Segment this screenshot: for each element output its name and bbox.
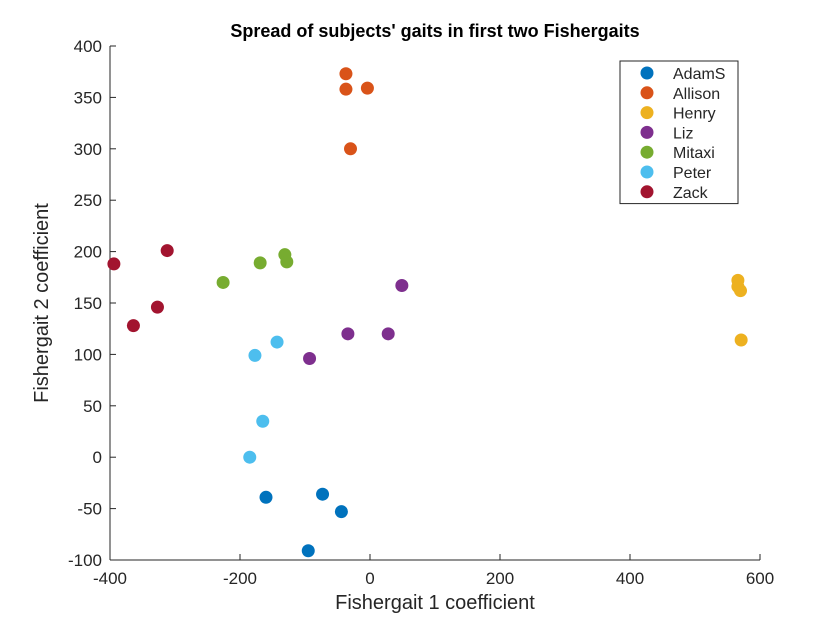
legend-marker	[640, 185, 654, 199]
data-point	[270, 335, 284, 349]
legend-marker	[640, 145, 654, 159]
data-point	[339, 82, 353, 96]
x-tick-label: 400	[616, 569, 644, 588]
data-point	[334, 505, 348, 519]
data-point	[259, 490, 273, 504]
y-tick-label: -100	[68, 551, 102, 570]
plot-area: -400 -200 0 200 400 600 -100 -50 0 50 100 150 200 250…	[68, 37, 774, 588]
data-point	[126, 319, 140, 333]
legend-label: Mitaxi	[673, 145, 715, 162]
legend-label: Zack	[673, 185, 709, 202]
data-point	[253, 256, 267, 270]
legend-label: Liz	[673, 125, 693, 142]
legend-label: Henry	[673, 106, 716, 123]
y-tick-label: 0	[93, 448, 102, 467]
y-tick-label: 350	[74, 88, 102, 107]
legend-marker	[640, 125, 654, 139]
legend-marker	[640, 86, 654, 100]
y-axis-label: Fishergait 2 coefficient	[31, 203, 53, 403]
x-tick-label: 0	[365, 569, 374, 588]
data-point	[107, 257, 121, 271]
legend-marker	[640, 165, 654, 179]
legend-marker	[640, 66, 654, 80]
data-point	[395, 279, 409, 293]
data-point	[341, 327, 355, 341]
data-point	[316, 487, 330, 501]
data-point	[344, 142, 357, 156]
y-tick-label: 100	[74, 345, 102, 364]
data-point	[301, 544, 315, 558]
legend-label: AdamS	[673, 66, 725, 83]
legend-label: Peter	[673, 165, 712, 182]
data-point	[248, 348, 262, 362]
data-point	[360, 81, 374, 95]
x-tick-label: 200	[486, 569, 514, 588]
legend-label: Allison	[673, 86, 720, 103]
x-tick-label: 600	[746, 569, 774, 588]
legend: AdamS Allison Henry Liz Mitaxi Peter Zack	[619, 60, 739, 205]
data-point	[303, 352, 317, 366]
data-point	[256, 414, 270, 428]
data-point	[150, 300, 164, 314]
chart-title: Spread of subjects' gaits in first two F…	[230, 21, 639, 41]
y-tick-label: -50	[77, 500, 102, 519]
x-tick-label: -400	[93, 569, 127, 588]
y-tick-label: 300	[74, 140, 102, 159]
data-point	[216, 275, 230, 289]
data-point	[381, 327, 395, 341]
y-tick-label: 200	[74, 243, 102, 262]
y-tick-label: 50	[83, 397, 102, 416]
x-tick-label: -200	[223, 569, 257, 588]
data-point	[160, 244, 174, 258]
data-point	[734, 333, 748, 347]
data-point	[339, 67, 353, 81]
legend-box	[619, 60, 739, 205]
data-point	[243, 450, 257, 464]
data-point	[734, 284, 747, 298]
legend-marker	[640, 106, 654, 120]
y-tick-label: 150	[74, 294, 102, 313]
y-tick-label: 400	[74, 37, 102, 56]
data-point	[280, 255, 294, 269]
y-tick-label: 250	[74, 191, 102, 210]
x-axis-label: Fishergait 1 coefficient	[335, 592, 535, 614]
